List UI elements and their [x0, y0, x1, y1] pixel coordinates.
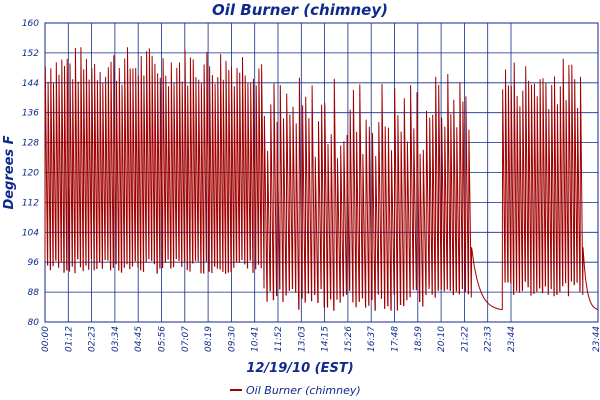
y-tick-label: 88 [28, 288, 40, 298]
x-tick-label: 21:22 [460, 326, 470, 352]
y-tick-label: 160 [22, 19, 39, 29]
x-tick-label: 13:03 [297, 326, 307, 352]
x-tick-label: 03:34 [111, 326, 121, 352]
x-tick-label: 04:45 [134, 326, 144, 352]
x-tick-labels: 00:00 01:12 02:23 03:34 04:45 05:56 07:07 08:19… [41, 326, 600, 352]
y-tick-label: 80 [28, 318, 40, 328]
x-tick-label: 14:15 [321, 326, 331, 352]
x-tick-label: 20:10 [437, 326, 447, 352]
x-tick-label: 11:52 [274, 326, 284, 352]
x-tick-label: 05:56 [158, 326, 168, 352]
x-axis-label: 12/19/10 (EST) [246, 361, 353, 376]
x-tick-label: 17:48 [391, 326, 401, 352]
x-tick-label: 08:19 [204, 326, 214, 352]
x-tick-label: 22:33 [484, 326, 494, 352]
y-tick-label: 144 [22, 79, 39, 89]
x-tick-label: 01:12 [64, 326, 74, 352]
legend-swatch [230, 389, 242, 391]
legend: Oil Burner (chimney) [230, 382, 361, 398]
series-line-oil-burner [44, 47, 599, 311]
x-tick-label: 23:44 [507, 326, 517, 352]
y-tick-label: 128 [22, 139, 39, 149]
y-tick-label: 112 [22, 198, 39, 208]
x-tick-label: 10:41 [251, 326, 261, 352]
x-tick-label: 00:00 [41, 326, 51, 352]
legend-label: Oil Burner (chimney) [246, 383, 361, 397]
series-group [44, 47, 599, 311]
y-tick-label: 104 [22, 228, 39, 238]
y-tick-labels: 80 88 96 104 112 120 128 136 144 152 160 [22, 19, 39, 328]
x-tick-label: 07:07 [181, 326, 191, 352]
chart-title: Oil Burner (chimney) [212, 1, 388, 19]
x-tick-label: 18:59 [414, 326, 424, 352]
y-tick-label: 152 [22, 49, 39, 59]
x-tick-label: 09:30 [227, 326, 237, 352]
y-tick-label: 120 [22, 169, 39, 179]
x-tick-label: 15:26 [344, 326, 354, 352]
x-tick-label: 23:44 [592, 326, 600, 352]
y-axis-label: Degrees F [2, 135, 17, 209]
y-tick-label: 96 [28, 258, 40, 268]
x-tick-label: 02:23 [88, 326, 98, 352]
x-tick-label: 16:37 [367, 326, 377, 352]
y-tick-label: 136 [22, 109, 39, 119]
